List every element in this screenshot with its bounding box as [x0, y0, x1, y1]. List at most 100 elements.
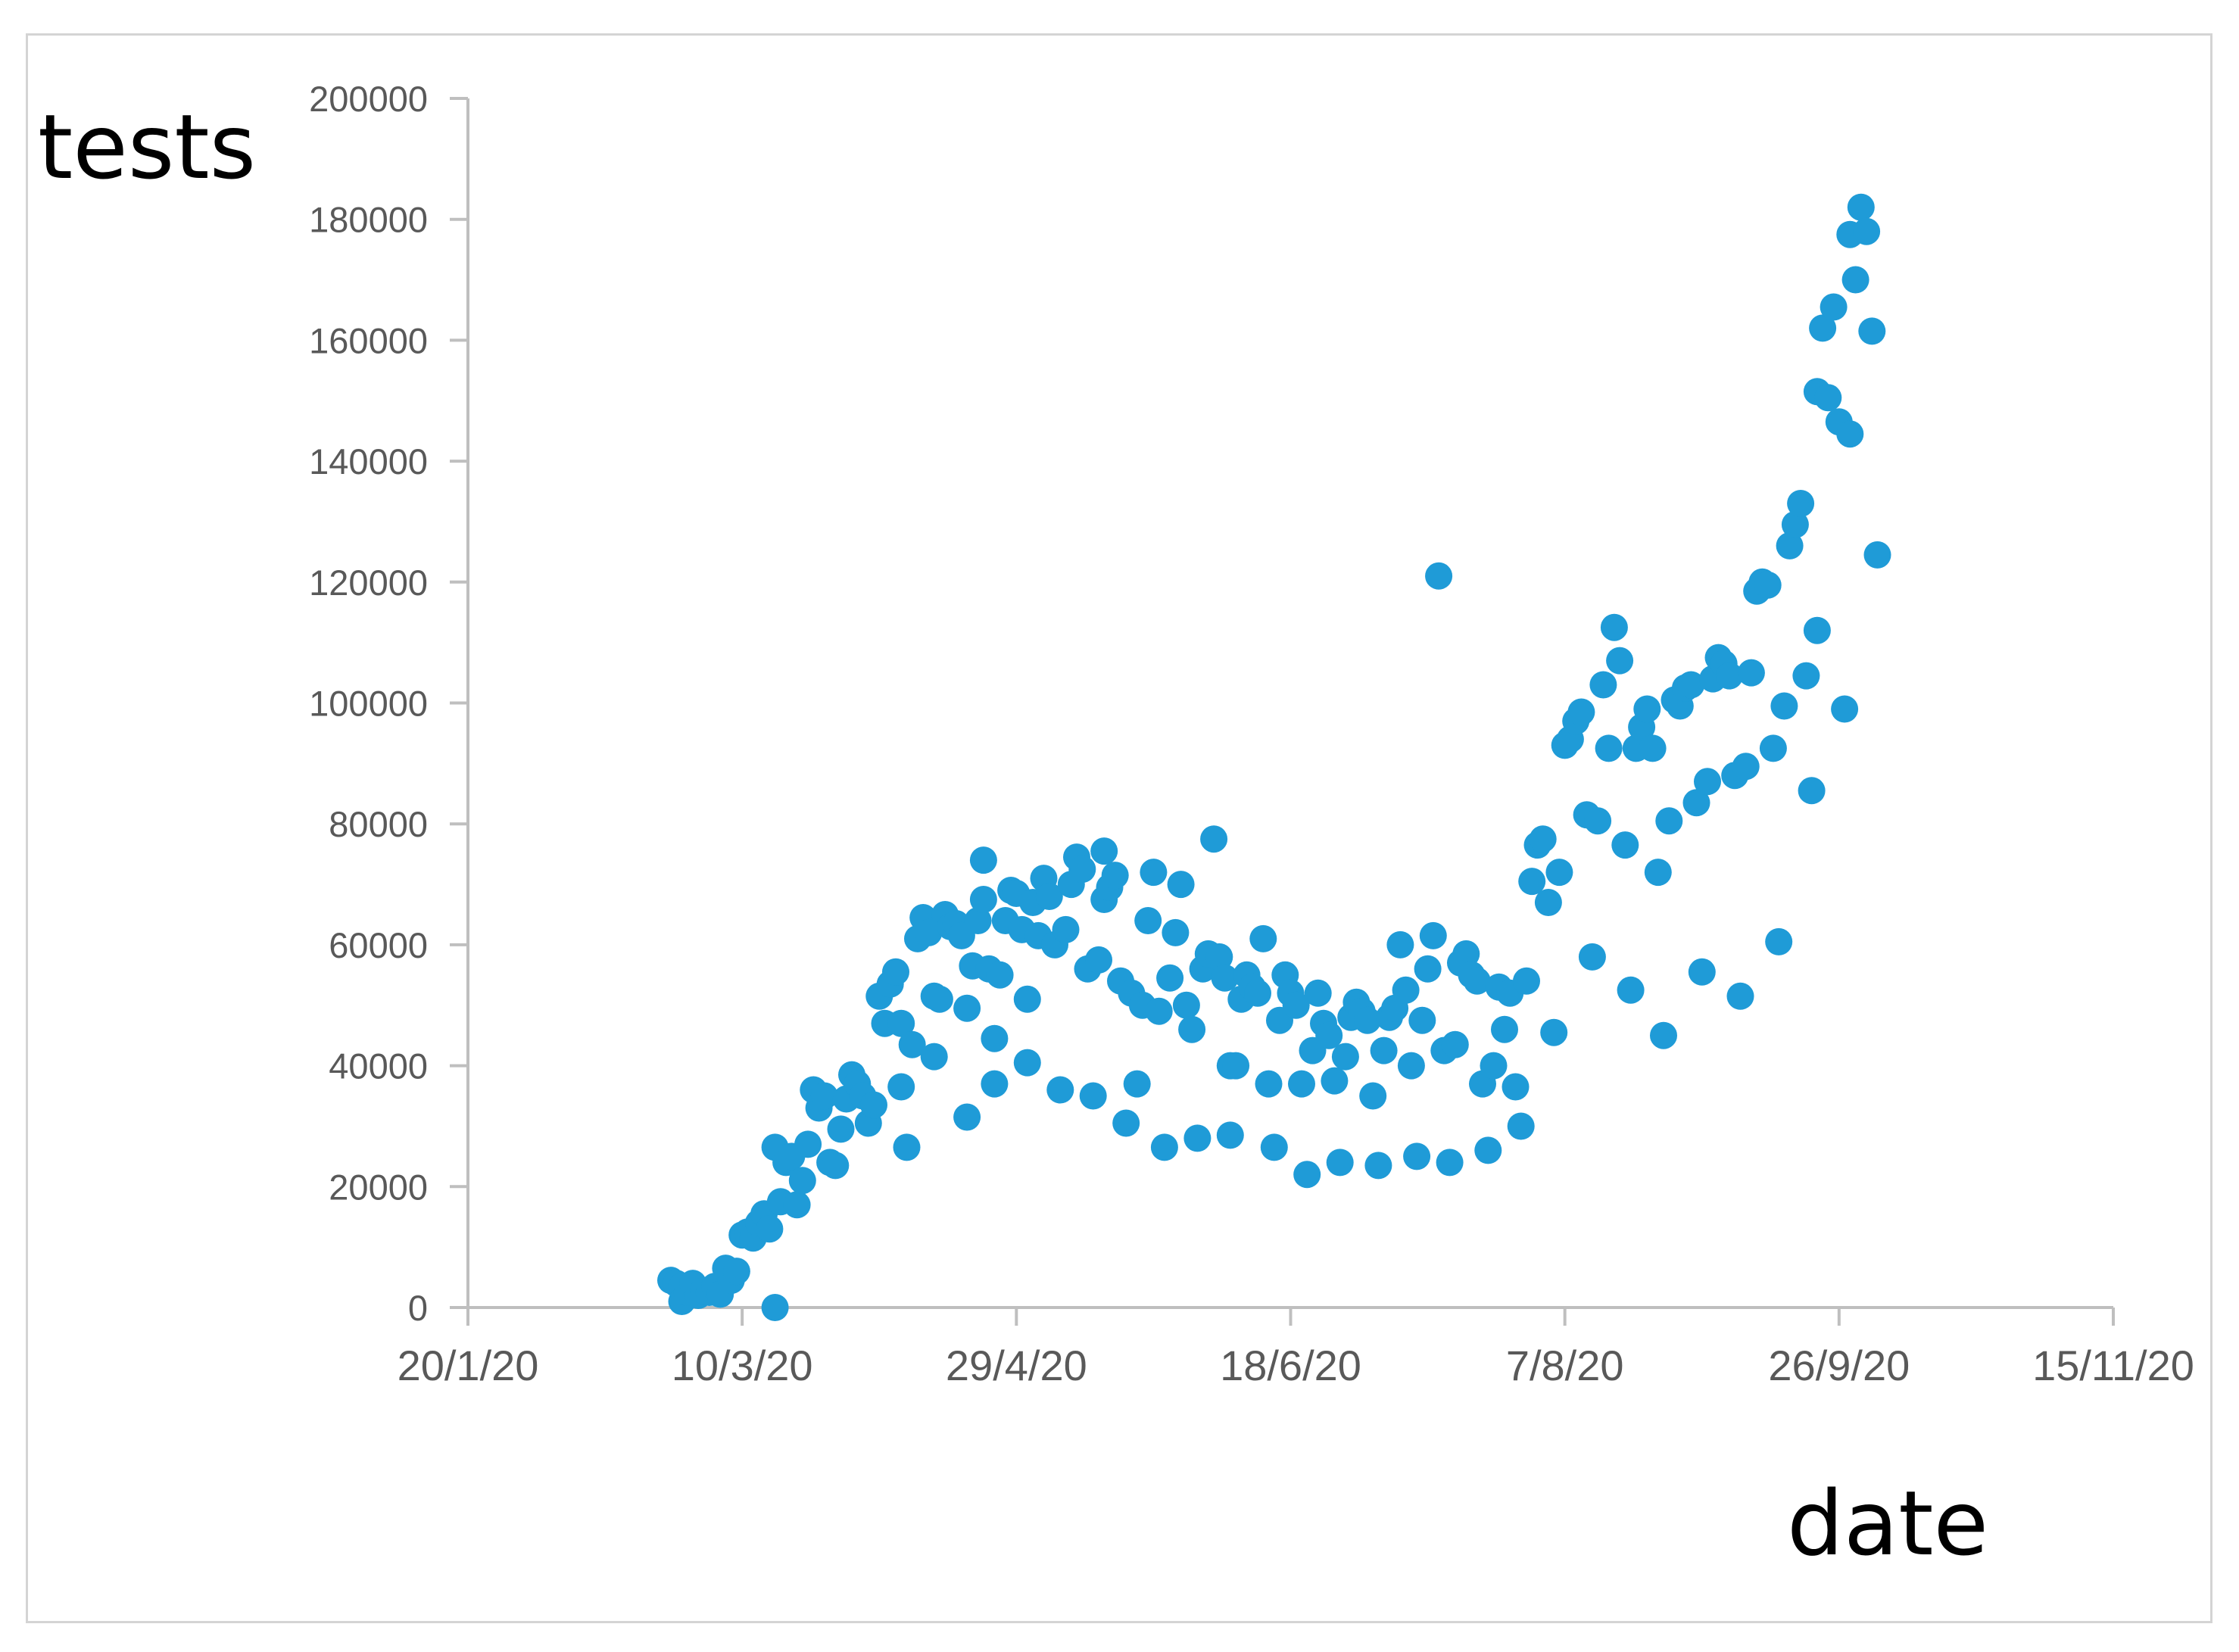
data-point — [788, 1167, 816, 1195]
data-point — [1425, 562, 1453, 590]
y-tick-label: 40000 — [329, 1046, 428, 1086]
data-point — [1326, 1149, 1354, 1177]
data-point — [1172, 991, 1200, 1019]
data-point — [1787, 490, 1815, 517]
data-point — [953, 994, 981, 1022]
data-point — [1321, 1067, 1349, 1095]
data-point — [969, 886, 997, 913]
data-point — [1370, 1036, 1398, 1064]
data-point — [920, 1043, 948, 1071]
data-point — [898, 1030, 926, 1058]
y-tick-label: 80000 — [329, 804, 428, 844]
x-tick-label: 18/6/20 — [1220, 1342, 1361, 1389]
data-point — [1853, 217, 1881, 245]
data-point — [964, 907, 992, 934]
data-point — [1694, 768, 1721, 796]
data-point — [860, 1091, 887, 1119]
data-point — [1167, 871, 1195, 899]
x-tick-label: 29/4/20 — [946, 1342, 1087, 1389]
y-tick-label: 60000 — [329, 925, 428, 965]
data-point — [1776, 531, 1804, 559]
y-tick-label: 20000 — [329, 1167, 428, 1207]
data-point — [1134, 907, 1162, 934]
data-point — [1754, 571, 1782, 599]
data-point — [1463, 967, 1491, 995]
data-point — [1304, 979, 1332, 1007]
data-point — [1436, 1149, 1464, 1177]
data-point — [1534, 889, 1562, 916]
data-point — [1392, 976, 1420, 1004]
data-point — [1820, 293, 1848, 321]
data-point — [1293, 1161, 1321, 1189]
data-point — [1518, 868, 1546, 896]
data-point — [1414, 955, 1442, 983]
data-point — [1688, 958, 1716, 986]
data-point — [882, 958, 909, 986]
data-point — [1529, 825, 1557, 853]
data-point — [1611, 831, 1639, 859]
data-point — [1545, 859, 1573, 887]
data-point — [1831, 695, 1859, 723]
data-point — [1567, 698, 1595, 726]
data-point — [1162, 918, 1190, 946]
y-tick-label: 160000 — [309, 320, 428, 360]
data-point — [1386, 930, 1414, 958]
data-point — [1315, 1021, 1343, 1049]
data-point — [1732, 753, 1760, 781]
data-point — [1600, 613, 1628, 641]
data-point — [1260, 1133, 1288, 1161]
data-point — [1408, 1006, 1436, 1034]
data-point — [1085, 946, 1112, 974]
data-point — [756, 1215, 784, 1243]
data-point — [1068, 856, 1096, 884]
data-point — [1836, 420, 1864, 448]
y-tick-label: 180000 — [309, 200, 428, 240]
data-point — [1013, 1049, 1041, 1077]
data-point — [1617, 976, 1645, 1004]
data-point — [1222, 1052, 1250, 1080]
data-point — [1216, 1121, 1244, 1149]
data-point — [794, 1130, 822, 1158]
data-point — [1359, 1082, 1387, 1110]
data-point — [1578, 943, 1606, 971]
data-point — [1035, 883, 1063, 910]
data-point — [1644, 859, 1672, 887]
x-tick-label: 26/9/20 — [1768, 1342, 1910, 1389]
data-point — [1606, 647, 1634, 675]
x-tick-label: 20/1/20 — [398, 1342, 539, 1389]
data-point — [1101, 862, 1129, 890]
data-point — [1540, 1018, 1568, 1046]
data-point — [915, 918, 943, 946]
data-point — [953, 1103, 981, 1131]
data-point — [1814, 384, 1842, 412]
x-axis-title: date — [1787, 1471, 1988, 1576]
y-tick-label: 0 — [408, 1288, 428, 1328]
x-tick-label: 7/8/20 — [1506, 1342, 1624, 1389]
data-point — [1244, 979, 1271, 1007]
data-point — [1584, 807, 1612, 835]
data-point — [986, 961, 1014, 989]
data-point — [1123, 1070, 1151, 1098]
x-tick-label: 15/11/20 — [2032, 1342, 2194, 1389]
data-point — [1682, 789, 1710, 817]
data-point — [1046, 1076, 1074, 1104]
data-point — [1403, 1142, 1431, 1170]
data-point — [810, 1082, 838, 1110]
data-point — [1507, 1112, 1535, 1140]
data-point — [1798, 777, 1826, 805]
data-point — [1200, 825, 1228, 853]
data-point — [1419, 921, 1447, 949]
data-point — [1655, 807, 1683, 835]
data-point — [1480, 1052, 1508, 1080]
data-point — [1397, 1052, 1425, 1080]
data-point — [925, 985, 953, 1013]
data-point — [893, 1133, 921, 1161]
data-point — [1677, 671, 1705, 699]
data-point — [1211, 964, 1239, 992]
data-point — [1364, 1152, 1392, 1180]
data-point — [1353, 1006, 1381, 1034]
data-point — [1140, 859, 1168, 887]
data-point — [981, 1070, 1009, 1098]
data-point — [1513, 967, 1540, 995]
